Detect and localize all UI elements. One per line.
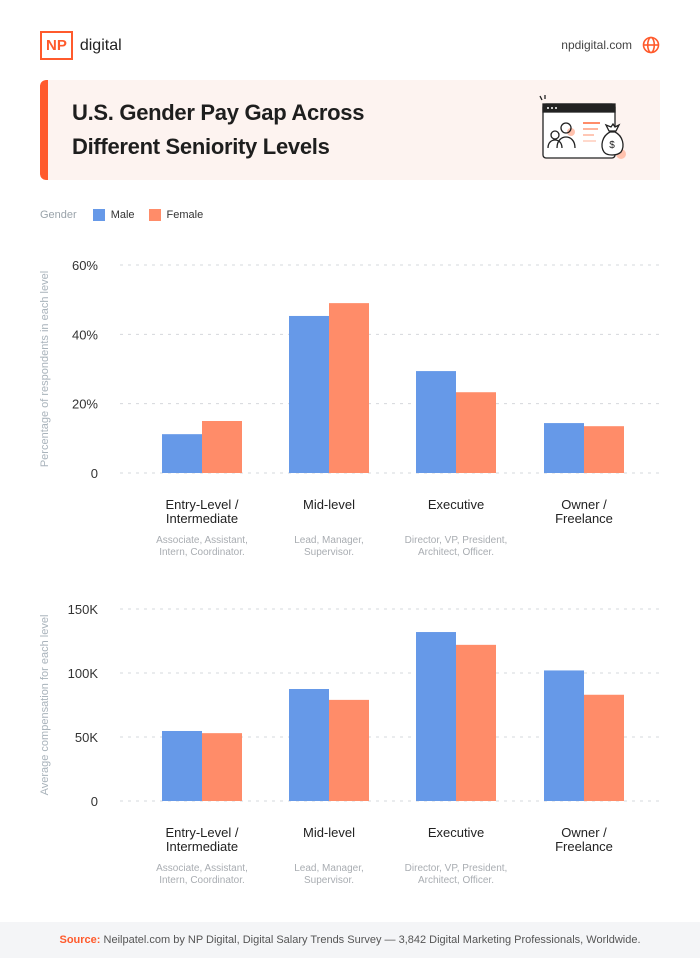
logo-text: digital bbox=[79, 36, 122, 54]
x-category-label: Mid-level bbox=[303, 497, 355, 512]
page-title: U.S. Gender Pay Gap Across Different Sen… bbox=[72, 96, 364, 164]
x-category-subtitle: Associate, Assistant, bbox=[156, 863, 248, 874]
x-category-label: Entry-Level / bbox=[166, 825, 239, 840]
y-tick-label: 0 bbox=[91, 466, 98, 481]
site-link[interactable]: npdigital.com bbox=[561, 36, 660, 54]
bar-male bbox=[162, 730, 202, 801]
bar-female bbox=[456, 392, 496, 473]
title-banner: U.S. Gender Pay Gap Across Different Sen… bbox=[40, 80, 660, 180]
legend-item-male: Male bbox=[92, 209, 135, 221]
bar-male bbox=[289, 315, 329, 473]
site-url: npdigital.com bbox=[561, 38, 632, 52]
respondents-percentage-chart: 0 20% 40% 60% Percentage of respondents in e… bbox=[39, 258, 660, 558]
x-category-subtitle: Architect, Officer. bbox=[418, 875, 494, 886]
bar-male bbox=[544, 423, 584, 473]
x-category-label: Executive bbox=[428, 497, 484, 512]
logo-mark: NP bbox=[40, 31, 73, 60]
x-category-subtitle: Director, VP, President, bbox=[405, 535, 508, 546]
y-tick-label: 20% bbox=[72, 397, 98, 412]
x-category-subtitle: Associate, Assistant, bbox=[156, 535, 248, 546]
legend-item-female: Female bbox=[148, 209, 204, 221]
bar-male bbox=[289, 689, 329, 801]
globe-icon bbox=[642, 36, 660, 54]
y-tick-label: 60% bbox=[72, 258, 98, 273]
bar-male bbox=[162, 434, 202, 473]
bar-female bbox=[456, 644, 496, 801]
x-category-subtitle: Lead, Manager, bbox=[294, 863, 364, 874]
x-category-subtitle: Director, VP, President, bbox=[405, 863, 508, 874]
x-category-subtitle: Supervisor. bbox=[304, 875, 354, 886]
legend-label-male: Male bbox=[110, 209, 135, 221]
x-category-label: Freelance bbox=[555, 839, 613, 854]
chart-legend: Gender Male Female bbox=[40, 209, 217, 221]
svg-text:$: $ bbox=[609, 140, 615, 151]
bar-male bbox=[416, 371, 456, 473]
bar-male bbox=[544, 670, 584, 801]
x-category-label: Entry-Level / bbox=[166, 497, 239, 512]
bar-male bbox=[416, 632, 456, 801]
bar-female bbox=[202, 421, 242, 473]
y-axis-label: Percentage of respondents in each level bbox=[39, 271, 51, 467]
banner-accent bbox=[40, 80, 48, 180]
x-category-label: Intermediate bbox=[166, 839, 238, 854]
bar-female bbox=[202, 733, 242, 801]
x-category-subtitle: Intern, Coordinator. bbox=[159, 547, 245, 558]
x-category-subtitle: Lead, Manager, bbox=[294, 535, 364, 546]
y-tick-label: 0 bbox=[91, 794, 98, 809]
bar-female bbox=[329, 303, 369, 473]
bar-female bbox=[329, 699, 369, 801]
x-category-label: Executive bbox=[428, 825, 484, 840]
title-line-1: U.S. Gender Pay Gap Across bbox=[72, 100, 365, 125]
source-footer: Source: Neilpatel.com by NP Digital, Dig… bbox=[0, 922, 700, 958]
x-category-label: Intermediate bbox=[166, 511, 238, 526]
legend-swatch-male bbox=[92, 209, 105, 221]
x-category-label: Mid-level bbox=[303, 825, 355, 840]
source-text: Neilpatel.com by NP Digital, Digital Sal… bbox=[100, 934, 641, 946]
np-digital-logo: NP digital bbox=[40, 31, 122, 60]
bar-female bbox=[584, 426, 624, 473]
y-axis-label: Average compensation for each level bbox=[39, 615, 51, 796]
y-tick-label: 40% bbox=[72, 327, 98, 342]
x-category-label: Owner / bbox=[561, 497, 607, 512]
average-compensation-chart: 0 50K 100K 150K Average compensation for eac… bbox=[39, 602, 660, 886]
legend-swatch-female bbox=[148, 209, 161, 221]
y-tick-label: 150K bbox=[68, 602, 99, 617]
x-category-subtitle: Supervisor. bbox=[304, 547, 354, 558]
legend-title: Gender bbox=[40, 209, 77, 221]
x-category-label: Owner / bbox=[561, 825, 607, 840]
browser-people-money-bag-icon: $ bbox=[539, 95, 626, 159]
y-tick-label: 100K bbox=[68, 666, 99, 681]
x-category-subtitle: Intern, Coordinator. bbox=[159, 875, 245, 886]
x-category-subtitle: Architect, Officer. bbox=[418, 547, 494, 558]
bar-female bbox=[584, 694, 624, 801]
legend-label-female: Female bbox=[166, 209, 204, 221]
x-category-label: Freelance bbox=[555, 511, 613, 526]
title-line-2: Different Seniority Levels bbox=[72, 134, 330, 159]
y-tick-label: 50K bbox=[75, 730, 98, 745]
source-label: Source: bbox=[59, 934, 101, 946]
